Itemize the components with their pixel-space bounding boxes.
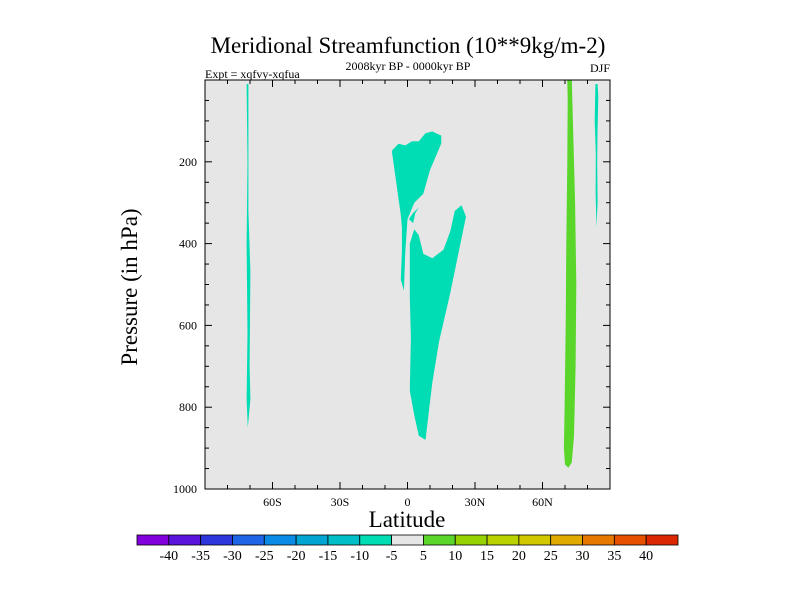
colorbar-swatch: [295, 534, 329, 546]
x-tick-label: 0: [405, 495, 411, 509]
colorbar-label: -40: [159, 549, 178, 564]
contour-region-1: [246, 84, 251, 428]
contour-region-6: [563, 80, 577, 468]
colorbar-label: -5: [386, 549, 398, 564]
colorbar-swatch: [423, 534, 456, 546]
colorbar-swatch: [518, 534, 552, 546]
colorbar-swatch: [327, 534, 361, 546]
colorbar-label: 5: [420, 549, 427, 564]
colorbar-label: 20: [512, 549, 526, 564]
contour-region-5: [594, 84, 599, 228]
x-tick-label: 30S: [331, 495, 350, 509]
contour-region-3: [408, 207, 419, 224]
colorbar-label: 15: [480, 549, 494, 564]
colorbar-swatch: [391, 534, 424, 546]
contour-region-4: [409, 205, 466, 440]
colorbar-swatch: [263, 534, 297, 546]
contour-region-2: [391, 131, 442, 291]
colorbar-label: -15: [319, 549, 338, 564]
center-subtitle: 2008kyr BP - 0000kyr BP: [346, 59, 471, 73]
x-axis: 60S 30S 0 30N 60N: [227, 80, 588, 509]
colorbar-swatch: [486, 534, 520, 546]
y-axis: 200 400 600 800 1000: [173, 99, 610, 496]
y-tick-label: 200: [179, 155, 197, 169]
right-subtitle: DJF: [590, 61, 610, 75]
colorbar-label: 10: [448, 549, 462, 564]
colorbar-swatch: [168, 534, 202, 546]
colorbar: -40 -35 -30 -25 -20 -15 -10 -5 5 10 15 20 25 30 35 40: [136, 534, 679, 564]
colorbar-swatch: [359, 534, 392, 546]
chart-title: Meridional Streamfunction (10**9kg/m-2): [211, 33, 606, 58]
y-tick-label: 400: [179, 237, 197, 251]
colorbar-label: 35: [607, 549, 621, 564]
y-tick-label: 800: [179, 400, 197, 414]
y-tick-label: 1000: [173, 482, 197, 496]
colorbar-label: -35: [191, 549, 210, 564]
colorbar-label: -10: [350, 549, 369, 564]
x-tick-label: 60S: [263, 495, 282, 509]
colorbar-label: 40: [639, 549, 653, 564]
colorbar-swatch: [232, 534, 265, 546]
colorbar-swatch: [454, 534, 488, 546]
colorbar-swatch: [136, 534, 170, 546]
y-tick-label: 600: [179, 318, 197, 332]
colorbar-label: 25: [544, 549, 558, 564]
y-axis-label: Pressure (in hPa): [117, 208, 142, 365]
colorbar-swatch: [645, 534, 679, 546]
colorbar-label: -25: [255, 549, 274, 564]
x-axis-label: Latitude: [369, 507, 446, 532]
x-tick-label: 60N: [532, 495, 553, 509]
colorbar-swatch: [200, 534, 233, 546]
plot-area: [204, 79, 611, 490]
colorbar-label: 30: [576, 549, 590, 564]
colorbar-label: -20: [287, 549, 306, 564]
colorbar-swatch: [550, 534, 583, 546]
colorbar-label: -30: [223, 549, 242, 564]
plot-background: [205, 80, 610, 489]
left-subtitle: Expt = xqfvy-xqfua: [205, 67, 300, 81]
x-tick-label: 30N: [465, 495, 486, 509]
colorbar-swatch: [613, 534, 647, 546]
colorbar-swatch: [582, 534, 615, 546]
